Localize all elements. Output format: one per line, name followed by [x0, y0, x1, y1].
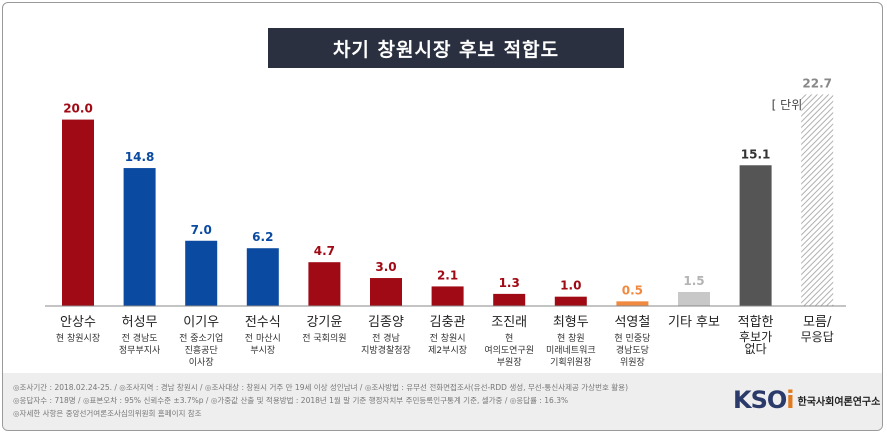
category-name-label: 최형두: [553, 315, 589, 330]
bar-value-label: 2.1: [437, 268, 458, 282]
category-desc-label: 전 국회의원: [302, 333, 346, 344]
bar-value-label: 6.2: [252, 230, 273, 244]
bar: [554, 296, 587, 306]
survey-note-line: ◎응답자수 : 718명 / ◎표본오차 : 95% 신뢰수준 ±3.7%p /…: [13, 396, 569, 405]
bar: [308, 262, 341, 306]
category-desc-label: 전 창원시: [430, 333, 466, 344]
bar: [246, 248, 279, 306]
chart-frame: 차기 창원시장 후보 적합도 [ 단위: % ] 20.0 14.8 7.0 6.2 4…: [2, 2, 883, 431]
category-name-label: 전수식: [245, 315, 281, 330]
category-name-label: 강기윤: [306, 315, 342, 330]
category-name-label: 기타 후보: [668, 315, 720, 330]
bar: [370, 278, 402, 306]
survey-note-line: ◎자세한 사항은 중앙선거여론조사심의위원회 홈페이지 참조: [13, 409, 202, 418]
logo-text: 한국사회여론연구소: [797, 396, 881, 408]
bar-value-label: 1.5: [683, 274, 704, 288]
category-desc-label: 여의도연구원: [484, 344, 534, 356]
survey-note-line: ◎조사기간 : 2018.02.24-25. / ◎조사지역 : 경남 창원시 …: [13, 383, 628, 392]
bar-chart: 20.0 14.8 7.0 6.2 4.7 3.0 2.1 1.3 1.0 0.5 1.5 15.1 2…: [45, 76, 846, 368]
bar-value-label: 7.0: [191, 223, 212, 237]
category-desc-label: 지방경찰청장: [361, 344, 411, 356]
ksoi-logo: KSOi 한국사회여론연구소: [733, 386, 880, 414]
bar-value-label: 3.0: [375, 260, 396, 274]
survey-notes: ◎조사기간 : 2018.02.24-25. / ◎조사지역 : 경남 창원시 …: [3, 373, 882, 430]
category-name-label: 허성무: [122, 315, 158, 330]
bar: [678, 292, 710, 306]
category-desc-label: 현 민중당: [614, 333, 650, 344]
category-desc-label: 진흥공단: [185, 344, 218, 356]
category-desc-label: 전 경남도: [122, 332, 158, 344]
category-name-label: 조진래: [491, 315, 527, 330]
bar: [123, 168, 156, 306]
category-name-label: 석영철: [614, 315, 650, 330]
bar: [493, 293, 526, 306]
category-desc-label: 전 경남: [372, 332, 400, 344]
category-desc-label: 위원장: [620, 357, 645, 368]
category-name-label: 김종양: [368, 315, 404, 330]
category-desc-label: 현 창원: [557, 333, 585, 344]
category-desc-label: 이사장: [189, 357, 214, 368]
bar: [431, 286, 464, 306]
category-desc-label: 무응답: [801, 330, 834, 344]
category-desc-label: 전 마산시: [245, 333, 281, 344]
bar: [616, 301, 649, 306]
bar-value-label: 15.1: [741, 147, 771, 161]
bar: [801, 94, 834, 306]
bar: [739, 165, 772, 306]
category-name-label: 모름/: [803, 315, 832, 330]
category-name-label: 적합한: [738, 315, 774, 330]
bar-value-label: 14.8: [125, 150, 155, 164]
category-desc-label: 부시장: [250, 345, 275, 356]
bar-value-label: 4.7: [314, 244, 335, 258]
category-desc-label: 부원장: [497, 357, 522, 368]
bar-value-label: 20.0: [63, 102, 93, 116]
bar-value-label: 0.5: [622, 283, 643, 297]
category-name-label: 안상수: [60, 315, 96, 330]
category-desc-label: 정무부지사: [119, 345, 161, 356]
category-desc-label: 현 창원시장: [56, 333, 100, 344]
category-desc-label: 후보가: [739, 330, 772, 344]
category-desc-label: 없다: [745, 342, 767, 356]
category-name-label: 이기우: [183, 315, 219, 330]
category-desc-label: 기획위원장: [550, 356, 591, 368]
bar-value-label: 1.3: [499, 276, 520, 290]
category-desc-label: 현: [505, 333, 513, 344]
bar-value-label: 1.0: [560, 279, 581, 293]
bar-value-label: 22.7: [802, 76, 832, 90]
chart-title: 차기 창원시장 후보 적합도: [268, 28, 624, 68]
bar: [185, 240, 218, 306]
category-desc-label: 전 중소기업: [179, 333, 223, 344]
bar: [62, 119, 94, 306]
category-desc-label: 미래네트워크: [546, 345, 596, 356]
logo-mark: KSOi: [733, 386, 795, 414]
category-name-label: 김충관: [430, 315, 466, 330]
category-desc-label: 제2부시장: [428, 345, 467, 356]
category-desc-label: 경남도당: [616, 344, 649, 356]
